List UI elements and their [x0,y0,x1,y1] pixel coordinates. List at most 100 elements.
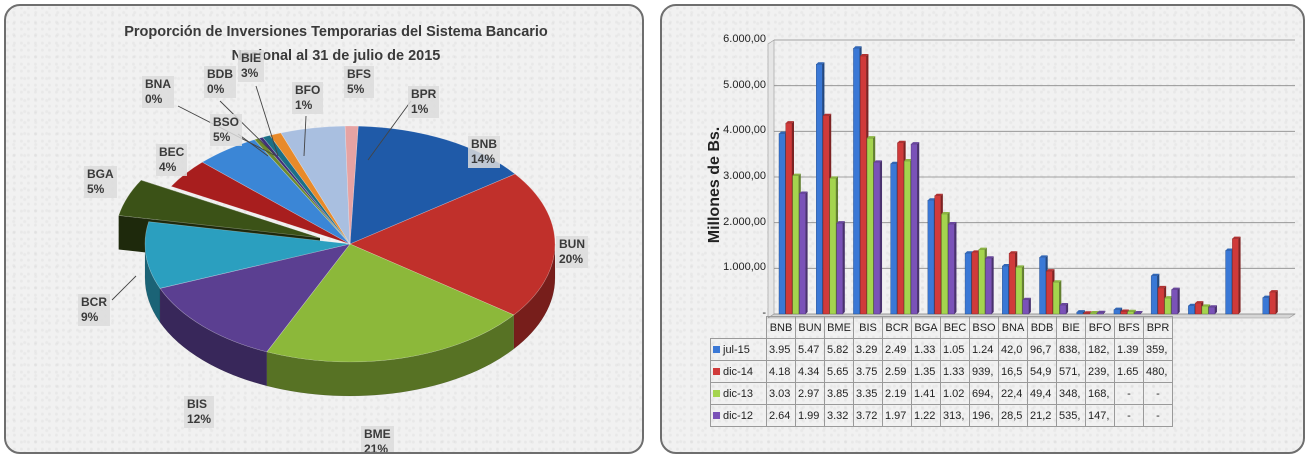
pie-slice-bcr [144,221,351,289]
table-cell: 3.72 [853,404,883,427]
table-cell: 694, [969,382,999,405]
table-cell: 2.64 [766,404,796,427]
pie-label-name: BPR [411,87,437,101]
y-tick-label: 4.000,00 [723,124,766,137]
y-tick-label: 2.000,00 [723,215,766,228]
pie-label-percent: 12% [187,412,212,426]
table-corner [711,317,767,339]
bar-dic-13-bna [1090,310,1099,315]
pie-label-percent: 0% [207,82,225,96]
pie-label-name: BIE [241,51,262,65]
category-label: BFO [1085,316,1115,339]
pie-slice-bie [262,135,351,245]
pie-slice-bfo [269,132,351,245]
pie-label-bis: BIS 12% [184,396,215,428]
table-cell: 535, [1056,404,1086,427]
pie-label-bso: BSO 5% [210,114,243,146]
table-cell: 5.47 [795,338,825,361]
pie-leader-bie [255,85,279,157]
data-table: BNB BUN BME BIS BCR BGA BEC BSO BNA BDB BIE BFO BFS B… [710,316,1173,427]
table-cell: 5.65 [824,360,854,383]
series-legend-jul-15: jul-15 [710,338,767,361]
category-label: BNB [766,316,796,339]
table-cell: 49,4 [1027,382,1057,405]
table-cell: 147, [1085,404,1115,427]
table-cell: 1.33 [940,360,970,383]
pie-slice-bna [258,136,351,245]
pie-label-percent: 9% [81,310,99,324]
table-row: jul-15 3.95 5.47 5.82 3.29 2.49 1.33 1.05 1.24 42… [710,338,1173,361]
pie-leader-bso [237,133,269,157]
series-legend-dic-14: dic-14 [710,360,767,383]
table-cell: 480, [1143,360,1173,383]
table-cell: 4.18 [766,360,796,383]
bar-dic-12-bie [1171,287,1180,315]
table-cell: 42,0 [998,338,1028,361]
bar-dic-12-bfo [1208,305,1217,315]
pie-label-bpr: BPR 1% [408,86,440,118]
table-cell: 96,7 [1027,338,1057,361]
table-cell: 1.65 [1114,360,1144,383]
pie-label-percent: 5% [347,82,365,96]
category-label: BIE [1056,316,1086,339]
pie-slice-bdb [253,137,351,245]
pie-label-percent: 4% [159,160,177,174]
category-label: BUN [795,316,825,339]
bar-jul-15-bna [1076,310,1085,315]
series-name: dic-12 [723,409,753,422]
pie-label-bdb: BDB 0% [204,66,236,98]
table-cell: 28,5 [998,404,1028,427]
pie-title-line-2: Nacional al 31 de julio de 2015 [231,48,441,64]
table-cell: 939, [969,360,999,383]
y-tick-label: 3.000,00 [723,170,766,182]
pie-label-bie: BIE 3% [238,50,265,82]
y-tick-label: 6.000,00 [723,33,766,45]
table-cell: 571, [1056,360,1086,383]
pie-label-percent: 20% [559,252,584,266]
series-name: jul-15 [723,343,750,356]
pie-label-bec: BEC 4% [156,144,188,176]
table-cell: 1.22 [911,404,941,427]
table-cell: 4.34 [795,360,825,383]
bar-dic-12-bnb [799,191,808,315]
series-name: dic-13 [723,387,753,400]
bar-dic-12-bna [1096,310,1106,315]
pie-label-name: BCR [81,295,107,309]
legend-swatch [713,390,720,398]
pie-label-bme: BME 21% [361,426,394,454]
pie-leader-bcr [111,275,137,301]
y-tick-label: 5.000,00 [723,78,766,91]
table-cell: 3.29 [853,338,883,361]
bar-dic-12-bis [910,142,920,315]
pie-label-bfo: BFO 1% [292,82,324,114]
chart-side-wall [767,39,775,319]
series-name: dic-14 [723,365,753,378]
pie-label-bna: BNA 0% [142,76,174,108]
table-cell: 2.59 [882,360,912,383]
bar-dic-12-bme [873,160,883,315]
pie-chart-title: Proporción de Inversiones Temporarias de… [66,20,606,68]
pie-slice-bpr [344,125,359,245]
table-cell: 3.32 [824,404,854,427]
category-label: BPR [1143,316,1173,339]
table-cell: - [1114,382,1144,405]
pie-label-name: BNA [145,77,171,91]
bar-chart-panel: Millones de Bs. -1.000,00 2.000,00 3.000,0… [660,4,1305,454]
table-cell: 313, [940,404,970,427]
series-legend-dic-12: dic-12 [710,404,767,427]
pie-leader-bdb [219,100,277,157]
bar-chart [767,39,1296,319]
pie-label-bcr: BCR 9% [78,294,110,326]
table-row: dic-13 3.03 2.97 3.85 3.35 2.19 1.41 1.02 694, 22… [710,382,1173,405]
pie-label-percent: 21% [364,442,389,454]
category-label: BFS [1114,316,1144,339]
pie-slice-bun [349,173,556,316]
bar-dic-12-bso [1059,303,1069,315]
category-label: BDB [1027,316,1057,339]
table-row: dic-12 2.64 1.99 3.32 3.72 1.97 1.22 313, 196, 28… [710,404,1173,427]
pie-label-percent: 0% [145,92,163,106]
category-label: BCR [882,316,912,339]
table-cell: 2.49 [882,338,912,361]
pie-label-name: BEC [159,145,185,159]
bar-dic-12-bdb [1134,311,1143,315]
